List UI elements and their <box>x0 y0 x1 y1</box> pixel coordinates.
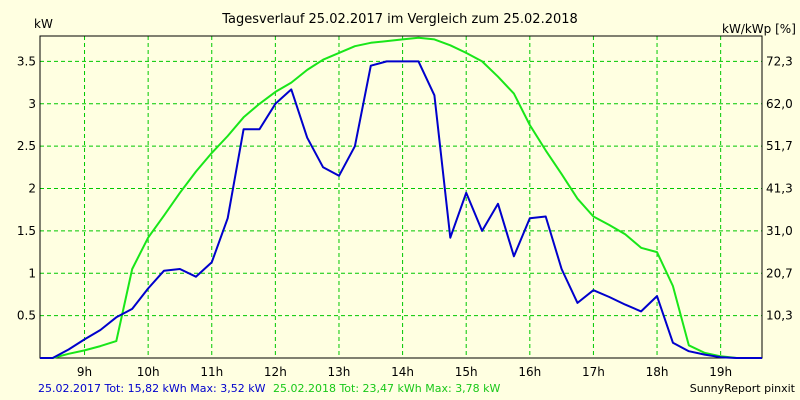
y-tick-label-0.5: 0.5 <box>17 309 36 323</box>
y2-tick-label-51,7: 51,7 <box>766 139 793 153</box>
x-tick-label-19h: 19h <box>709 365 732 379</box>
x-tick-label-9h: 9h <box>77 365 92 379</box>
plot-frame <box>39 35 763 359</box>
x-tick-label-14h: 14h <box>391 365 414 379</box>
x-tick-labels: 9h 10h 11h 12h 13h 14h 15h 16h 17h 18h 19h <box>77 365 732 379</box>
chart-title: Tagesverlauf 25.02.2017 im Vergleich zum… <box>221 12 578 27</box>
grid <box>40 36 762 358</box>
series-line-25-02-2017 <box>40 60 762 359</box>
y-tick-label-3: 3 <box>28 97 36 111</box>
plot-area <box>40 36 762 358</box>
axes <box>39 35 763 359</box>
x-tick-label-11h: 11h <box>200 365 223 379</box>
legend-2017: 25.02.2017 Tot: 15,82 kWh Max: 3,52 kW <box>38 382 266 395</box>
x-tick-label-12h: 12h <box>264 365 287 379</box>
series <box>40 36 762 359</box>
x-tick-label-17h: 17h <box>582 365 605 379</box>
footer-credit: SunnyReport pinxit <box>690 382 796 395</box>
y-axis-right-label: kW/kWp [%] <box>722 22 796 36</box>
x-tick-label-16h: 16h <box>518 365 541 379</box>
series-line-25-02-2018 <box>40 36 762 359</box>
y2-tick-label-10,3: 10,3 <box>766 309 793 323</box>
y2-tick-label-20,7: 20,7 <box>766 266 793 280</box>
y-tick-label-2.5: 2.5 <box>17 139 36 153</box>
x-tick-label-13h: 13h <box>328 365 351 379</box>
y-tick-label-3.5: 3.5 <box>17 54 36 68</box>
y2-tick-label-41,3: 41,3 <box>766 182 793 196</box>
y2-tick-label-72,3: 72,3 <box>766 54 793 68</box>
x-tick-label-10h: 10h <box>137 365 160 379</box>
y-tick-labels-left: 0.5 1 1.5 2 2.5 3 3.5 <box>17 54 36 322</box>
y-tick-label-1: 1 <box>28 266 36 280</box>
y2-tick-label-31,0: 31,0 <box>766 224 793 238</box>
y-axis-left-label: kW <box>34 17 53 31</box>
y-tick-labels-right: 10,3 20,7 31,0 41,3 51,7 62,0 72,3 <box>766 54 793 322</box>
x-tick-label-18h: 18h <box>646 365 669 379</box>
y-tick-label-2: 2 <box>28 182 36 196</box>
y-tick-label-1.5: 1.5 <box>17 224 36 238</box>
x-tick-label-15h: 15h <box>455 365 478 379</box>
y2-tick-label-62,0: 62,0 <box>766 97 793 111</box>
footer-legend: 25.02.2017 Tot: 15,82 kWh Max: 3,52 kW 2… <box>38 382 501 395</box>
legend-2018: 25.02.2018 Tot: 23,47 kWh Max: 3,78 kW <box>273 382 501 395</box>
